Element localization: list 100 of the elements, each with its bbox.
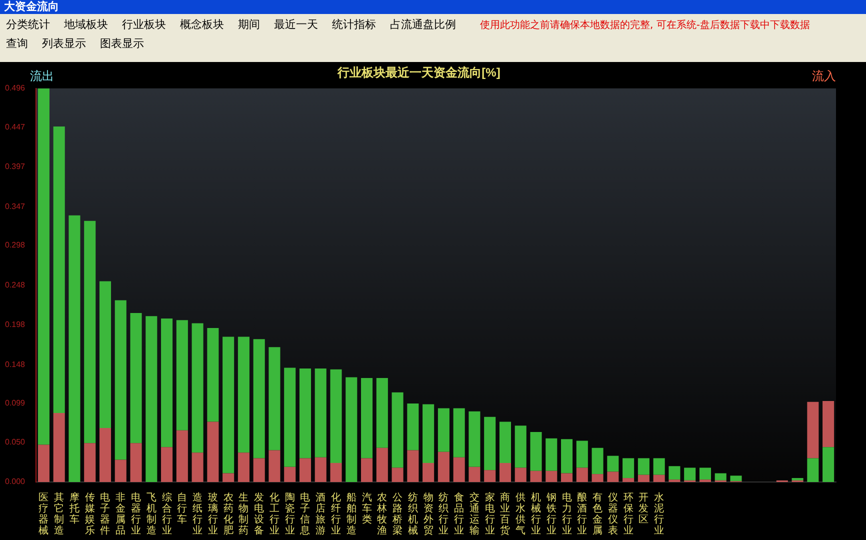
x-tick-label: 自行车	[177, 491, 188, 526]
x-tick-label: 电器行业	[131, 491, 142, 536]
bar	[546, 438, 558, 471]
x-tick-label: 酒店旅游	[316, 491, 326, 536]
bar	[253, 339, 265, 458]
x-tick-label: 船舶制造	[346, 492, 356, 536]
bar	[514, 426, 526, 468]
bar	[330, 462, 342, 482]
bar	[607, 472, 619, 482]
text: 分类统计	[6, 17, 50, 32]
x-tick-label: 交通运输	[469, 491, 480, 536]
bar	[114, 460, 126, 482]
x-tick-label: 医疗器械	[38, 492, 49, 536]
bar	[561, 439, 573, 474]
bar	[314, 457, 326, 482]
x-tick-label: 机械行业	[531, 491, 542, 536]
bar	[453, 457, 465, 482]
text: 图表显示	[100, 36, 144, 51]
x-tick-label: 供水供气	[516, 492, 526, 536]
bar	[422, 404, 434, 463]
bar	[438, 452, 450, 482]
bar	[422, 462, 434, 482]
bar	[268, 347, 280, 450]
text: 流入	[812, 68, 836, 85]
bar	[622, 478, 634, 482]
bar	[514, 468, 526, 482]
bar	[330, 369, 342, 463]
bar	[668, 466, 680, 480]
y-tick-label: 0.248	[4, 280, 26, 290]
x-tick-label: 农药化肥	[223, 492, 234, 536]
bar	[407, 450, 419, 482]
x-tick-label: 家电行业	[484, 491, 495, 536]
bar	[684, 468, 696, 480]
bar	[314, 368, 326, 458]
bar	[592, 474, 604, 482]
bar	[84, 220, 96, 444]
bar	[38, 88, 50, 445]
x-tick-label: 仪器仪表	[608, 491, 618, 536]
bar	[822, 401, 834, 448]
bar	[68, 215, 80, 482]
bar	[407, 403, 419, 450]
bar	[268, 450, 280, 482]
text: 行业板块	[122, 17, 166, 32]
bar	[222, 336, 234, 474]
y-tick-label: 0.000	[4, 477, 26, 486]
bar	[222, 473, 234, 482]
x-tick-label: 非金属品	[116, 491, 126, 536]
x-tick-label: 摩托车	[68, 491, 80, 526]
bar	[730, 476, 742, 482]
bar	[822, 447, 834, 482]
bar	[453, 408, 465, 458]
chart-title: 行业板块最近一天资金流向[%]	[336, 66, 500, 80]
bar	[576, 440, 588, 468]
text: 大资金流向	[0, 0, 866, 14]
bar	[468, 466, 480, 482]
bar	[376, 448, 388, 482]
x-tick-label: 商业百货	[500, 491, 510, 536]
bar	[653, 474, 665, 482]
bar	[99, 428, 112, 482]
bar	[299, 368, 312, 458]
text: 使用此功能之前请确保本地数据的完整, 可在系统-盘后数据下载中下载数据	[480, 18, 811, 32]
bar	[438, 408, 450, 452]
bar	[238, 452, 250, 482]
bar	[592, 448, 604, 474]
x-tick-label: 水泥行业	[654, 491, 664, 536]
bar	[576, 468, 588, 482]
bar	[207, 328, 219, 422]
bar	[484, 416, 496, 470]
bar	[699, 468, 712, 480]
x-tick-label: 电子信息	[299, 491, 310, 536]
bar	[299, 458, 312, 482]
x-tick-label: 公路桥梁	[392, 491, 403, 536]
bar	[146, 316, 158, 482]
bar	[192, 452, 204, 482]
y-tick-label: 0.148	[4, 360, 26, 369]
x-tick-label: 化工行业	[269, 491, 280, 536]
x-tick-label: 酿酒行业	[577, 491, 588, 536]
bar	[38, 444, 50, 482]
bar	[499, 462, 512, 482]
bar	[114, 300, 126, 460]
bar	[130, 312, 142, 444]
bar	[361, 378, 373, 458]
bar	[392, 468, 404, 482]
x-tick-label: 钢铁行业	[545, 492, 556, 536]
x-tick-label: 发电设备	[254, 492, 264, 536]
x-tick-label: 生物制药	[238, 491, 249, 536]
bar	[653, 458, 665, 475]
y-tick-label: 0.099	[4, 398, 26, 408]
bar	[130, 443, 142, 482]
y-tick-label: 0.050	[4, 438, 26, 447]
bar	[99, 281, 112, 428]
text: 查询	[6, 36, 28, 51]
bar	[807, 458, 819, 482]
bar	[161, 447, 173, 482]
bar	[53, 412, 65, 482]
x-tick-label: 其它制造	[54, 491, 64, 536]
bar	[714, 473, 726, 480]
x-tick-label: 农林牧渔	[376, 492, 388, 536]
x-tick-label: 造纸行业	[192, 491, 203, 536]
bar	[392, 392, 404, 468]
